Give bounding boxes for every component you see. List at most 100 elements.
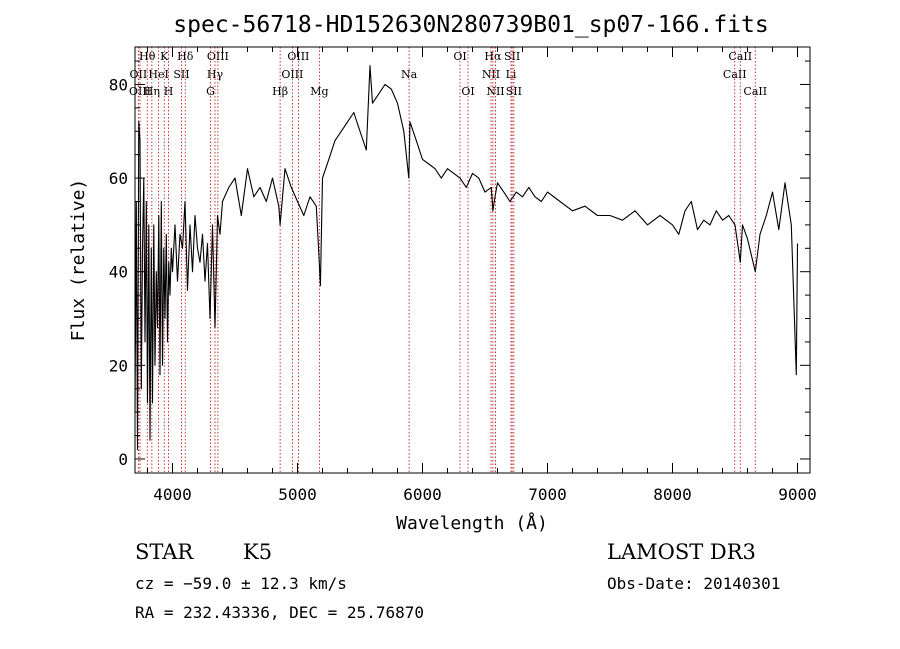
- line-mark-label-12: Hβ: [272, 85, 288, 98]
- spectrum-point: [365, 149, 367, 151]
- spectrum-point: [390, 88, 392, 90]
- spectrum-point: [318, 252, 320, 254]
- spectrum-point: [509, 201, 511, 202]
- spectrum-point: [795, 374, 797, 376]
- y-tick-label: 0: [118, 450, 128, 469]
- spectrum-point: [322, 177, 323, 179]
- spectrum-point: [167, 341, 168, 343]
- spectrum-point: [742, 224, 743, 226]
- spectrum-point: [515, 191, 517, 193]
- spectrum-point: [184, 201, 186, 202]
- spectrum-point: [214, 327, 216, 329]
- spectrum-point: [155, 271, 157, 273]
- spectrum-point: [158, 215, 160, 216]
- line-mark-label-18: OI: [461, 85, 474, 98]
- spectrum-point: [144, 341, 146, 343]
- spectrum-point: [784, 182, 786, 184]
- spectrum-point: [372, 102, 373, 104]
- spectrum-point: [690, 201, 692, 202]
- spectrum-point: [503, 191, 505, 193]
- line-mark-label-24: SII: [506, 85, 522, 98]
- spectrum-point: [347, 121, 348, 123]
- line-mark-label-16: Na: [401, 68, 418, 81]
- spectrum-point: [204, 280, 206, 282]
- spectrum-point: [165, 233, 167, 235]
- series-layer: [134, 65, 799, 451]
- spectrum-point: [492, 210, 494, 212]
- line-mark-label-5: Hη: [144, 85, 160, 98]
- spectrum-point: [150, 247, 152, 249]
- spectrum-point: [559, 201, 561, 202]
- y-tick-label: 80: [109, 75, 128, 94]
- spectrum-point: [734, 224, 736, 226]
- spectrum-point: [170, 247, 172, 249]
- spectrum-point: [145, 201, 147, 202]
- spectrum-point: [177, 280, 178, 282]
- spectrum-point: [522, 196, 523, 198]
- spectrum-point: [622, 219, 623, 221]
- line-mark-label-21: NII: [486, 85, 504, 98]
- spectrum-point: [159, 374, 161, 376]
- line-mark-label-0: Hθ: [139, 50, 156, 63]
- spectrum-point: [334, 140, 336, 142]
- chart-title: spec-56718-HD152630N280739B01_sp07-166.f…: [173, 12, 768, 38]
- spectrum-point: [415, 140, 417, 142]
- spectrum-point: [265, 201, 267, 202]
- x-tick-label: 8000: [653, 485, 692, 504]
- spectrum-point: [409, 121, 411, 123]
- spectrum-point: [584, 205, 586, 207]
- spectrum-point: [340, 130, 342, 132]
- spectrum-point: [192, 271, 193, 273]
- spectrum-point: [207, 243, 208, 245]
- y-tick-label: 60: [109, 169, 128, 188]
- spectrum-point: [684, 210, 686, 212]
- spectrum-point: [253, 196, 255, 198]
- spectrum-point: [189, 224, 191, 226]
- spectrum-point: [659, 215, 661, 216]
- spectrum-point: [397, 102, 398, 104]
- line-mark-label-7: Hδ: [177, 50, 194, 63]
- spectrum-point: [434, 168, 436, 170]
- x-tick-label: 5000: [278, 485, 317, 504]
- x-axis-label: Wavelength (Å): [396, 512, 548, 534]
- line-mark-label-4: HeI: [148, 68, 168, 81]
- y-tick-label: 40: [109, 263, 128, 282]
- line-mark-label-17: OI: [453, 50, 466, 63]
- spectrum-point: [490, 187, 492, 188]
- object-class: STAR: [135, 540, 194, 564]
- spectrum-point: [148, 224, 150, 226]
- spectrum-point: [678, 233, 680, 235]
- spectrum-point: [142, 247, 143, 249]
- line-mark-label-15: Mg: [310, 85, 328, 98]
- spectrum-point: [247, 168, 248, 170]
- plot-frame: [134, 46, 811, 474]
- spectrum-point: [440, 177, 442, 179]
- spectrum-point: [790, 224, 792, 226]
- spectrum-point: [284, 168, 286, 170]
- spectrum-point: [138, 121, 140, 123]
- spectrum-point: [209, 318, 211, 319]
- spectrum-point: [709, 224, 711, 226]
- x-tick-label: 7000: [528, 485, 567, 504]
- spectrum-point: [403, 130, 405, 132]
- y-tick-label: 20: [109, 356, 128, 375]
- spectrum-point: [534, 196, 536, 198]
- spectrum-point: [408, 177, 410, 179]
- spectrum-point: [369, 65, 371, 67]
- spectrum-point: [722, 219, 723, 221]
- spectrum-point: [572, 210, 573, 212]
- spectrum-point: [797, 243, 798, 245]
- spectrum-point: [697, 229, 698, 231]
- spectrum-point: [597, 215, 598, 216]
- spectrum-point: [297, 201, 298, 202]
- spectrum-point: [472, 173, 473, 174]
- spectrum-point: [212, 224, 213, 226]
- spectrum-point: [497, 182, 498, 184]
- line-mark-label-25: CaII: [728, 50, 752, 63]
- spectrum-point: [153, 224, 155, 226]
- spectrum-point: [160, 201, 162, 202]
- spectrum-point: [194, 215, 196, 216]
- spectrum-series-0: [134, 65, 799, 451]
- spectrum-point: [359, 130, 361, 132]
- spectrum-point: [152, 402, 153, 404]
